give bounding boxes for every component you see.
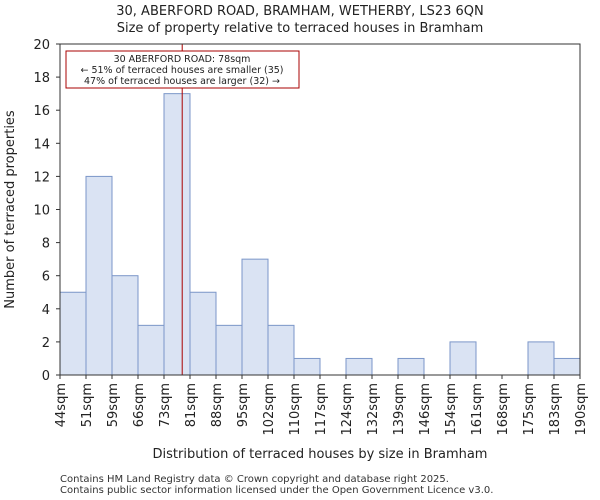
annotation-line-1: 30 ABERFORD ROAD: 78sqm [114,54,251,65]
bar-154sqm [449,341,477,376]
x-tick-label: 175sqm [522,383,537,436]
x-tick-label: 88sqm [210,383,225,427]
x-tick-label: 110sqm [288,383,303,436]
y-tick-label: 8 [42,237,50,252]
y-tick-label: 16 [33,104,50,119]
x-axis: 44sqm 51sqm 59sqm 66sqm 73sqm 81sqm 88sqm 95sqm… [54,375,589,436]
y-tick-label: 6 [42,270,50,285]
y-tick-label: 12 [33,170,50,185]
bar-124sqm [345,357,373,376]
x-tick-label: 81sqm [184,383,199,427]
bar-73sqm [163,93,191,376]
x-tick-label: 183sqm [548,383,563,436]
x-tick-label: 44sqm [54,383,69,427]
bar-102sqm [267,324,295,376]
y-tick-label: 0 [42,369,50,384]
x-tick-label: 73sqm [158,383,173,427]
x-tick-label: 161sqm [470,383,485,436]
bar-110sqm [293,357,321,376]
x-tick-label: 190sqm [574,383,589,436]
chart-subtitle: Size of property relative to terraced ho… [116,21,484,36]
plot-frame [59,43,581,376]
bar-51sqm [85,175,113,376]
x-tick-label: 51sqm [80,383,95,427]
footer-line-2: Contains public sector information licen… [60,485,494,496]
chart-title: 30, ABERFORD ROAD, BRAMHAM, WETHERBY, LS… [116,4,484,19]
x-tick-label: 66sqm [132,383,147,427]
bar-chart: 0 2 4 6 8 10 12 14 16 18 20 44sqm 51sqm 59sqm 66sqm 73… [3,38,589,462]
y-axis-label: Number of terraced properties [3,110,18,309]
bar-175sqm [527,341,555,376]
x-tick-label: 95sqm [236,383,251,427]
bar-88sqm [215,324,243,376]
y-tick-label: 18 [33,71,50,86]
x-tick-label: 154sqm [444,383,459,436]
y-tick-label: 14 [33,137,50,152]
bar-183sqm [553,357,581,376]
x-tick-label: 124sqm [340,383,355,436]
x-tick-label: 59sqm [106,383,121,427]
y-tick-label: 20 [33,38,50,53]
y-tick-label: 10 [33,204,50,219]
bar-139sqm [397,357,425,376]
bar-59sqm [111,275,139,376]
annotation-line-2: ← 51% of terraced houses are smaller (35… [80,65,283,76]
bar-95sqm [241,258,269,376]
x-tick-label: 132sqm [366,383,381,436]
property-marker: 30 ABERFORD ROAD: 78sqm← 51% of terraced… [65,44,300,375]
annotation-box [65,50,300,89]
bars-group [59,93,581,376]
x-tick-label: 139sqm [392,383,407,436]
bar-44sqm [59,291,87,376]
annotation-line-3: 47% of terraced houses are larger (32) → [84,76,280,87]
bar-81sqm [189,291,217,376]
footer-line-1: Contains HM Land Registry data © Crown c… [60,474,449,485]
x-tick-label: 168sqm [496,383,511,436]
y-tick-label: 4 [42,303,50,318]
y-axis: 0 2 4 6 8 10 12 14 16 18 20 [33,38,60,384]
x-tick-label: 146sqm [418,383,433,436]
bar-66sqm [137,324,165,376]
x-tick-label: 117sqm [314,383,329,436]
x-axis-label: Distribution of terraced houses by size … [153,447,488,462]
y-tick-label: 2 [42,336,50,351]
x-tick-label: 102sqm [262,383,277,436]
